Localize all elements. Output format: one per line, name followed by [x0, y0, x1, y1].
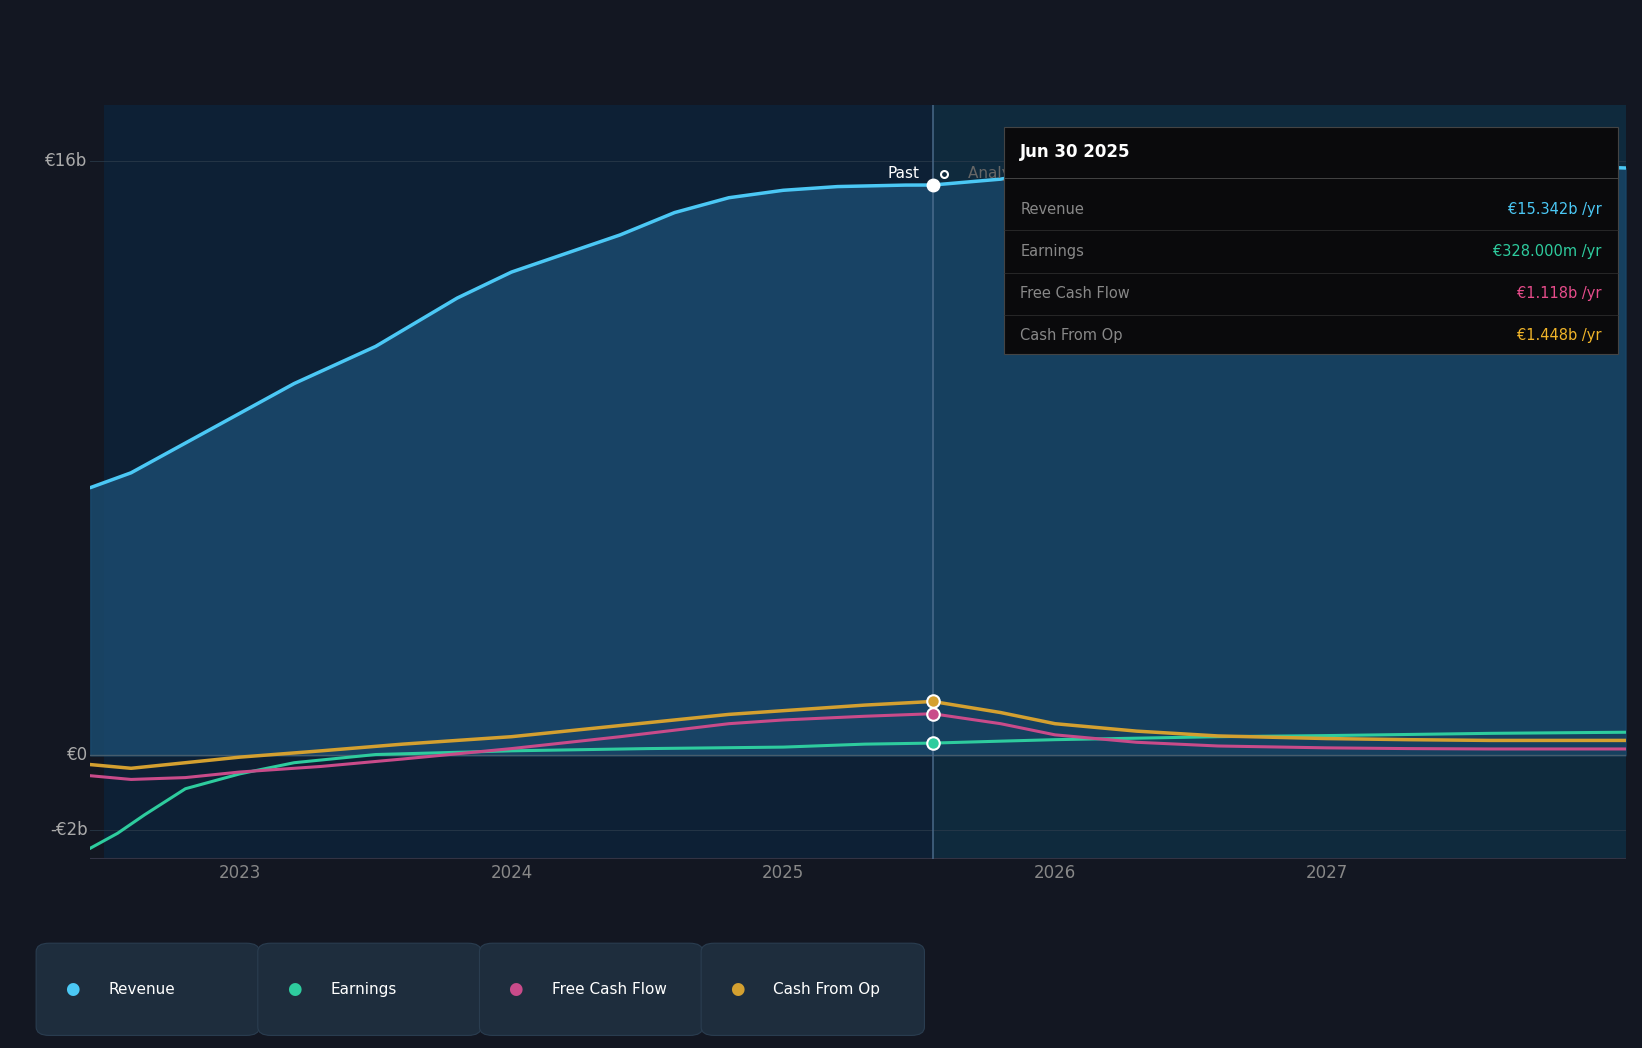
Text: ●: ●	[287, 980, 300, 999]
Text: Jun 30 2025: Jun 30 2025	[1020, 143, 1131, 160]
Text: ●: ●	[509, 980, 522, 999]
Text: €1.118b /yr: €1.118b /yr	[1517, 286, 1601, 301]
Text: -€2b: -€2b	[49, 821, 87, 838]
Text: Cash From Op: Cash From Op	[773, 982, 880, 997]
Text: €1.448b /yr: €1.448b /yr	[1517, 328, 1601, 344]
Text: Revenue: Revenue	[1020, 202, 1084, 217]
Text: Revenue: Revenue	[108, 982, 176, 997]
Text: €15.342b /yr: €15.342b /yr	[1507, 202, 1601, 217]
Text: €0: €0	[66, 746, 87, 764]
Text: Earnings: Earnings	[1020, 244, 1084, 259]
Text: ●: ●	[731, 980, 744, 999]
Bar	[933, 105, 1626, 859]
Text: ●: ●	[66, 980, 79, 999]
Text: €328.000m /yr: €328.000m /yr	[1493, 244, 1601, 259]
Text: Analysts Forecasts: Analysts Forecasts	[969, 166, 1110, 181]
Bar	[103, 105, 933, 859]
Text: Free Cash Flow: Free Cash Flow	[1020, 286, 1130, 301]
Text: €16b: €16b	[46, 152, 87, 170]
Text: Past: Past	[887, 166, 920, 181]
Text: Cash From Op: Cash From Op	[1020, 328, 1123, 344]
Bar	[90, 105, 103, 859]
Text: Free Cash Flow: Free Cash Flow	[552, 982, 667, 997]
Text: Earnings: Earnings	[330, 982, 396, 997]
